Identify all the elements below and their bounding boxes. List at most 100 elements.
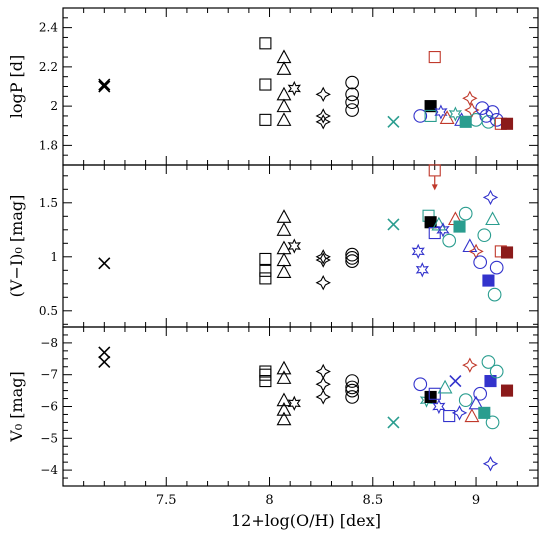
- data-point: [482, 189, 499, 206]
- data-point: [449, 374, 462, 388]
- y-axis-label: V₀ [mag]: [7, 371, 26, 443]
- data-point: [276, 112, 292, 126]
- data-point: [477, 228, 492, 243]
- panel-middle: 0.5 1 1.5 (V−I)₀ [mag]: [7, 164, 539, 328]
- data-point: [428, 51, 441, 64]
- data-point: [489, 260, 504, 275]
- data-point: [500, 117, 514, 130]
- data-point: [276, 411, 292, 426]
- data-point: [481, 355, 496, 369]
- data-point: [411, 243, 425, 260]
- data-point: [98, 78, 111, 91]
- data-point: [478, 406, 491, 419]
- data-point: [443, 409, 456, 423]
- y-tick-label: −7: [40, 368, 58, 382]
- data-point: [451, 405, 468, 421]
- panel-bottom: −4 −5 −6 −7 −8 7.5 8 8.5 9 V₀ [mag]: [7, 326, 539, 508]
- data-point: [500, 384, 514, 397]
- data-point: [473, 255, 488, 270]
- data-point: [276, 264, 292, 278]
- data-point: [276, 49, 292, 64]
- data-point: [345, 251, 359, 265]
- data-point: [98, 257, 111, 270]
- data-point: [424, 390, 437, 404]
- y-tick-label: 0.5: [39, 304, 58, 318]
- data-point: [259, 264, 272, 277]
- data-point: [432, 398, 446, 415]
- data-point: [259, 375, 272, 388]
- y-tick-label: −8: [40, 336, 58, 350]
- data-point: [481, 114, 496, 129]
- data-point: [315, 249, 331, 265]
- data-point: [345, 247, 359, 262]
- data-point: [259, 252, 272, 266]
- data-point: [453, 220, 466, 233]
- data-point: [482, 274, 495, 287]
- y-tick-label: −4: [40, 463, 58, 477]
- y-tick-label: 1: [50, 250, 58, 264]
- data-point: [259, 78, 272, 91]
- y-axis-label: (V−I)₀ [mag]: [7, 195, 26, 298]
- data-point: [276, 98, 292, 113]
- data-point: [428, 387, 441, 400]
- data-point: [413, 109, 428, 123]
- data-point: [98, 80, 111, 93]
- data-point: [436, 222, 450, 238]
- data-point: [458, 206, 473, 221]
- x-tick-label: 9: [472, 493, 480, 508]
- data-point: [276, 240, 292, 255]
- data-point: [464, 408, 480, 423]
- data-point: [473, 386, 488, 401]
- data-point: [475, 101, 490, 115]
- data-point: [434, 104, 448, 120]
- data-point: [345, 254, 359, 268]
- data-point: [489, 364, 504, 379]
- data-point: [415, 262, 429, 278]
- data-point: [276, 61, 292, 75]
- data-point: [315, 275, 331, 291]
- panel-top: 1.8 2 2.2 2.4 logP [d]: [7, 7, 539, 166]
- data-point: [387, 416, 400, 429]
- data-point: [287, 395, 301, 411]
- data-point: [485, 211, 500, 226]
- data-point: [98, 346, 111, 359]
- data-point: [276, 86, 292, 101]
- data-point: [276, 209, 292, 223]
- data-point: [276, 360, 292, 375]
- plot-frame: [62, 7, 539, 166]
- data-point: [345, 383, 359, 398]
- data-point: [287, 238, 301, 254]
- data-point: [462, 238, 478, 253]
- y-tick-label: 2: [50, 99, 58, 113]
- data-point: [276, 222, 292, 236]
- data-point: [276, 252, 292, 267]
- data-point: [276, 392, 292, 407]
- data-point: [482, 456, 499, 472]
- data-point: [345, 87, 359, 102]
- data-point: [462, 357, 478, 373]
- data-point: [315, 363, 331, 380]
- data-point: [315, 376, 331, 392]
- data-point: [484, 375, 497, 388]
- data-point: [315, 86, 331, 103]
- data-point: [259, 113, 272, 126]
- y-tick-label: 2.4: [39, 21, 58, 35]
- upper-limit-arrowhead: [431, 184, 438, 191]
- data-point: [345, 390, 359, 404]
- data-point: [315, 252, 331, 268]
- data-point: [437, 379, 453, 394]
- x-tick-label: 7.5: [156, 493, 177, 508]
- data-point: [259, 37, 272, 50]
- y-tick-label: −5: [40, 431, 58, 445]
- data-point: [345, 75, 359, 90]
- data-point: [345, 103, 359, 117]
- data-point: [485, 105, 500, 119]
- data-point: [259, 272, 272, 285]
- data-point: [487, 287, 502, 302]
- data-point: [315, 108, 331, 124]
- x-tick-label: 8.5: [362, 493, 383, 508]
- data-point: [276, 370, 292, 384]
- data-point: [345, 380, 359, 395]
- y-tick-label: 1.8: [39, 138, 58, 152]
